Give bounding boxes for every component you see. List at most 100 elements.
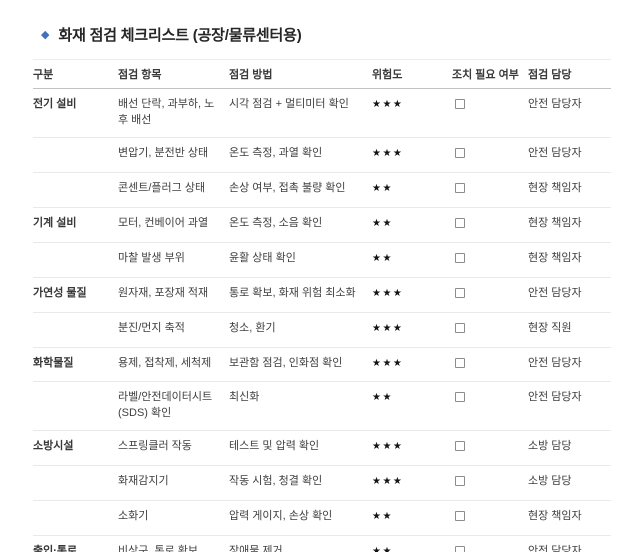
method-cell: 청소, 환기 <box>229 312 372 348</box>
risk-stars: ★★ <box>372 242 452 278</box>
category-cell <box>33 242 118 278</box>
action-checkbox[interactable] <box>455 287 465 298</box>
action-cell <box>452 88 528 138</box>
action-checkbox[interactable] <box>455 182 465 193</box>
method-cell: 장애물 제거 <box>229 535 372 552</box>
title-row: ◆ 화재 점검 체크리스트 (공장/물류센터용) <box>41 22 614 46</box>
table-header-row: 구분 점검 항목 점검 방법 위험도 조치 필요 여부 점검 담당 <box>33 59 611 89</box>
owner-cell: 현장 직원 <box>528 312 611 348</box>
category-cell <box>33 381 118 432</box>
item-cell: 마찰 발생 부위 <box>118 242 229 278</box>
method-cell: 테스트 및 압력 확인 <box>229 430 372 467</box>
item-cell: 원자재, 포장재 적재 <box>118 277 229 313</box>
action-cell <box>452 535 528 552</box>
item-cell: 스프링클러 작동 <box>118 430 229 467</box>
table-row: 전기 설비 배선 단락, 과부하, 노후 배선 시각 점검 + 멀티미터 확인 … <box>33 88 611 138</box>
owner-cell: 소방 담당 <box>528 465 611 502</box>
action-cell <box>452 207 528 243</box>
action-checkbox[interactable] <box>455 357 465 368</box>
action-cell <box>452 312 528 348</box>
action-checkbox[interactable] <box>455 392 465 403</box>
action-cell <box>452 381 528 432</box>
method-cell: 손상 여부, 접촉 불량 확인 <box>229 172 372 208</box>
risk-stars: ★★ <box>372 172 452 208</box>
column-header-method: 점검 방법 <box>229 59 372 89</box>
action-checkbox[interactable] <box>455 546 465 552</box>
risk-stars: ★★★ <box>372 137 452 173</box>
item-cell: 소화기 <box>118 500 229 537</box>
action-checkbox[interactable] <box>455 147 465 158</box>
item-cell: 화재감지기 <box>118 465 229 502</box>
action-cell <box>452 465 528 502</box>
category-cell: 출입·통로 <box>33 535 118 552</box>
table-row: 소화기 압력 게이지, 손상 확인 ★★ 현장 책임자 <box>33 500 611 537</box>
owner-cell: 안전 담당자 <box>528 347 611 383</box>
category-cell: 기계 설비 <box>33 207 118 243</box>
method-cell: 윤활 상태 확인 <box>229 242 372 278</box>
owner-cell: 소방 담당 <box>528 430 611 467</box>
method-cell: 온도 측정, 과열 확인 <box>229 137 372 173</box>
column-header-item: 점검 항목 <box>118 59 229 89</box>
category-cell <box>33 312 118 348</box>
item-cell: 용제, 접착제, 세척제 <box>118 347 229 383</box>
action-cell <box>452 500 528 537</box>
risk-stars: ★★★ <box>372 465 452 502</box>
action-checkbox[interactable] <box>455 252 465 263</box>
item-cell: 분진/먼지 축적 <box>118 312 229 348</box>
table-body: 전기 설비 배선 단락, 과부하, 노후 배선 시각 점검 + 멀티미터 확인 … <box>33 88 611 552</box>
action-cell <box>452 137 528 173</box>
table-row: 마찰 발생 부위 윤활 상태 확인 ★★ 현장 책임자 <box>33 242 611 278</box>
item-cell: 모터, 컨베이어 과열 <box>118 207 229 243</box>
table-row: 콘센트/플러그 상태 손상 여부, 접촉 불량 확인 ★★ 현장 책임자 <box>33 172 611 208</box>
action-checkbox[interactable] <box>455 217 465 228</box>
method-cell: 온도 측정, 소음 확인 <box>229 207 372 243</box>
category-cell <box>33 137 118 173</box>
method-cell: 최신화 <box>229 381 372 432</box>
table-row: 변압기, 분전반 상태 온도 측정, 과열 확인 ★★★ 안전 담당자 <box>33 137 611 173</box>
risk-stars: ★★ <box>372 207 452 243</box>
action-cell <box>452 347 528 383</box>
risk-stars: ★★★ <box>372 312 452 348</box>
action-checkbox[interactable] <box>455 322 465 333</box>
table-row: 화재감지기 작동 시험, 청결 확인 ★★★ 소방 담당 <box>33 465 611 502</box>
owner-cell: 안전 담당자 <box>528 277 611 313</box>
table-row: 가연성 물질 원자재, 포장재 적재 통로 확보, 화재 위험 최소화 ★★★ … <box>33 277 611 313</box>
item-cell: 라벨/안전데이터시트 (SDS) 확인 <box>118 381 229 432</box>
category-cell: 화학물질 <box>33 347 118 383</box>
column-header-action-needed: 조치 필요 여부 <box>452 59 528 89</box>
risk-stars: ★★★ <box>372 88 452 138</box>
category-cell: 전기 설비 <box>33 88 118 138</box>
risk-stars: ★★ <box>372 535 452 552</box>
page-title: 화재 점검 체크리스트 (공장/물류센터용) <box>58 26 302 44</box>
owner-cell: 현장 책임자 <box>528 242 611 278</box>
risk-stars: ★★ <box>372 500 452 537</box>
action-checkbox[interactable] <box>455 441 465 452</box>
table-row: 출입·통로 비상구, 통로 확보 장애물 제거 ★★ 안전 담당자 <box>33 535 611 552</box>
risk-stars: ★★★ <box>372 277 452 313</box>
risk-stars: ★★★ <box>372 347 452 383</box>
action-checkbox[interactable] <box>455 99 465 109</box>
table-row: 분진/먼지 축적 청소, 환기 ★★★ 현장 직원 <box>33 312 611 348</box>
action-cell <box>452 430 528 467</box>
category-cell <box>33 172 118 208</box>
category-cell: 소방시설 <box>33 430 118 467</box>
item-cell: 변압기, 분전반 상태 <box>118 137 229 173</box>
diamond-bullet-icon: ◆ <box>41 28 50 41</box>
action-cell <box>452 242 528 278</box>
category-cell <box>33 465 118 502</box>
column-header-owner: 점검 담당 <box>528 59 611 89</box>
owner-cell: 안전 담당자 <box>528 381 611 432</box>
owner-cell: 현장 책임자 <box>528 172 611 208</box>
owner-cell: 안전 담당자 <box>528 88 611 138</box>
owner-cell: 현장 책임자 <box>528 207 611 243</box>
method-cell: 통로 확보, 화재 위험 최소화 <box>229 277 372 313</box>
category-cell <box>33 500 118 537</box>
item-cell: 배선 단락, 과부하, 노후 배선 <box>118 88 229 138</box>
owner-cell: 안전 담당자 <box>528 535 611 552</box>
fire-checklist-table: 구분 점검 항목 점검 방법 위험도 조치 필요 여부 점검 담당 전기 설비 … <box>33 59 611 552</box>
action-checkbox[interactable] <box>455 476 465 487</box>
method-cell: 보관함 점검, 인화점 확인 <box>229 347 372 383</box>
action-checkbox[interactable] <box>455 511 465 522</box>
action-cell <box>452 277 528 313</box>
